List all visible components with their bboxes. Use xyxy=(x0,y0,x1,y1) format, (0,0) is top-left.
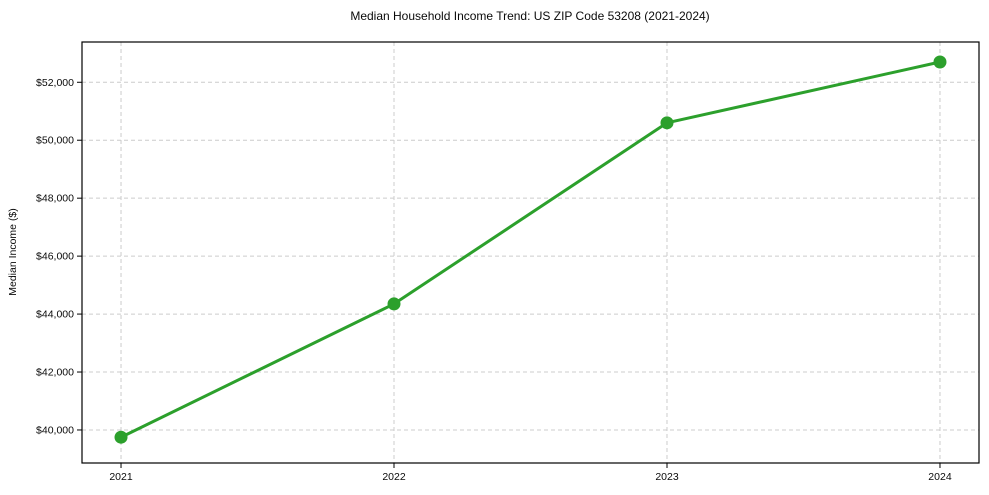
data-point-marker xyxy=(387,297,401,311)
data-point-marker xyxy=(114,430,128,444)
income-trend-line xyxy=(119,60,942,439)
label-layer: $40,000 $42,000 $44,000 $46,000 $48,000 $50,0… xyxy=(36,77,952,483)
y-axis-title: Median Income ($) xyxy=(7,208,19,296)
income-line-series xyxy=(114,55,947,444)
y-tick-label: $48,000 xyxy=(36,193,74,205)
chart-title: Median Household Income Trend: US ZIP Co… xyxy=(350,9,709,23)
y-tick-label: $40,000 xyxy=(36,424,74,436)
y-tick-label: $52,000 xyxy=(36,77,74,89)
data-point-marker xyxy=(933,55,947,69)
y-tick-label: $46,000 xyxy=(36,251,74,263)
x-tick-label: 2023 xyxy=(655,471,679,483)
x-tick-label: 2022 xyxy=(382,471,406,483)
x-tick-label: 2021 xyxy=(109,471,133,483)
y-tick-label: $42,000 xyxy=(36,367,74,379)
y-tick-label: $44,000 xyxy=(36,309,74,321)
data-point-marker xyxy=(660,116,674,130)
grid-layer xyxy=(82,42,979,463)
plot-border xyxy=(81,41,980,464)
y-tick-label: $50,000 xyxy=(36,135,74,147)
x-tick-label: 2024 xyxy=(928,471,952,483)
axis-layer xyxy=(77,41,980,468)
